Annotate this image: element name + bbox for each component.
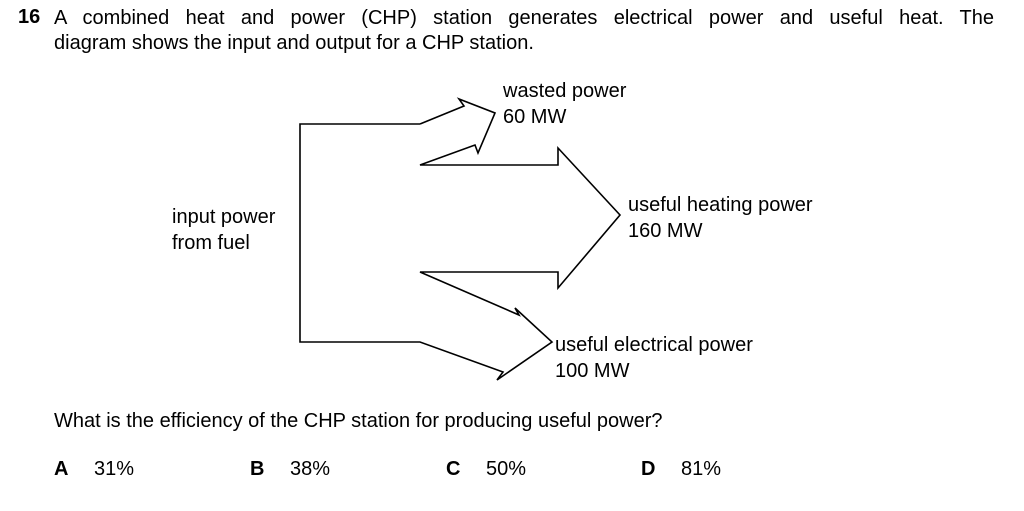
useful-heating-power-value: 160 MW bbox=[628, 220, 703, 242]
wasted-power-label-line-1: wasted power bbox=[503, 80, 627, 102]
input-power-label: input power from fuel bbox=[172, 204, 275, 256]
input-power-label-line-2: from fuel bbox=[172, 232, 250, 254]
question-number: 16 bbox=[18, 6, 41, 28]
wasted-power-value: 60 MW bbox=[503, 106, 567, 128]
option-c-text: 50% bbox=[486, 458, 527, 480]
useful-heating-power-label: useful heating power 160 MW bbox=[628, 192, 813, 244]
question-prompt: What is the efficiency of the CHP statio… bbox=[54, 410, 663, 432]
useful-electrical-power-label-line-1: useful electrical power bbox=[555, 334, 753, 356]
option-d-letter: D bbox=[641, 458, 656, 480]
useful-electrical-power-label: useful electrical power 100 MW bbox=[555, 332, 753, 384]
useful-electrical-power-value: 100 MW bbox=[555, 360, 630, 382]
option-c-letter: C bbox=[446, 458, 461, 480]
input-power-label-line-1: input power bbox=[172, 206, 276, 228]
useful-heating-power-label-line-1: useful heating power bbox=[628, 194, 813, 216]
option-b-text: 38% bbox=[290, 458, 331, 480]
sankey-outline bbox=[299, 97, 622, 381]
question-intro: A combined heat and power (CHP) station … bbox=[54, 6, 994, 56]
wasted-power-label: wasted power 60 MW bbox=[503, 78, 626, 130]
option-a-letter: A bbox=[54, 458, 69, 480]
option-b-letter: B bbox=[250, 458, 265, 480]
option-d[interactable]: D 81% bbox=[641, 458, 721, 481]
option-b[interactable]: B 38% bbox=[250, 458, 330, 481]
option-c[interactable]: C 50% bbox=[446, 458, 526, 481]
question-intro-line-1: A combined heat and power (CHP) station … bbox=[54, 7, 994, 29]
option-a-text: 31% bbox=[94, 458, 135, 480]
question-intro-line-2: diagram shows the input and output for a… bbox=[54, 32, 534, 54]
option-d-text: 81% bbox=[681, 458, 722, 480]
option-a[interactable]: A 31% bbox=[54, 458, 134, 481]
